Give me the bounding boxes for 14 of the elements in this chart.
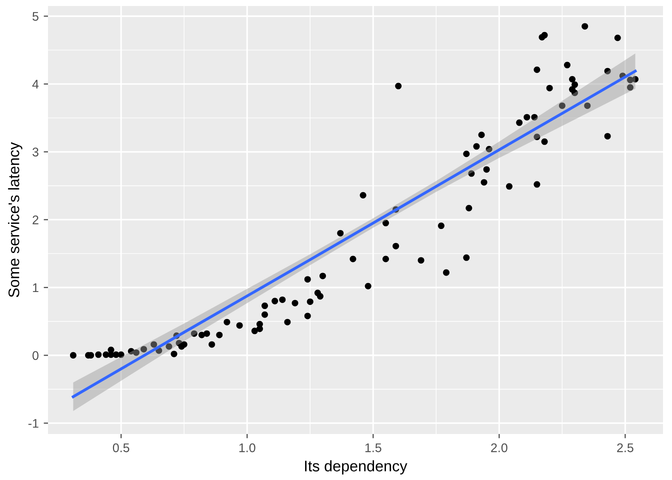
x-tick-label: 1.0 — [239, 443, 256, 452]
y-tick-label: 2 — [32, 215, 38, 224]
x-tick-label: 0.5 — [112, 443, 130, 452]
y-tick-label: 1 — [32, 283, 38, 292]
y-tick-label: 5 — [32, 12, 38, 21]
y-axis-title: Some service's latency — [8, 142, 22, 298]
x-axis-title: Its dependency — [305, 460, 408, 474]
x-tick-label: 2.5 — [617, 443, 634, 452]
x-tick-label: 1.5 — [365, 443, 382, 452]
y-tick-label: 4 — [32, 80, 39, 89]
y-tick-label: 0 — [32, 351, 38, 360]
y-tick-label: -1 — [28, 419, 38, 428]
y-tick-label: 3 — [32, 148, 38, 156]
x-tick-label: 2.0 — [491, 443, 508, 452]
